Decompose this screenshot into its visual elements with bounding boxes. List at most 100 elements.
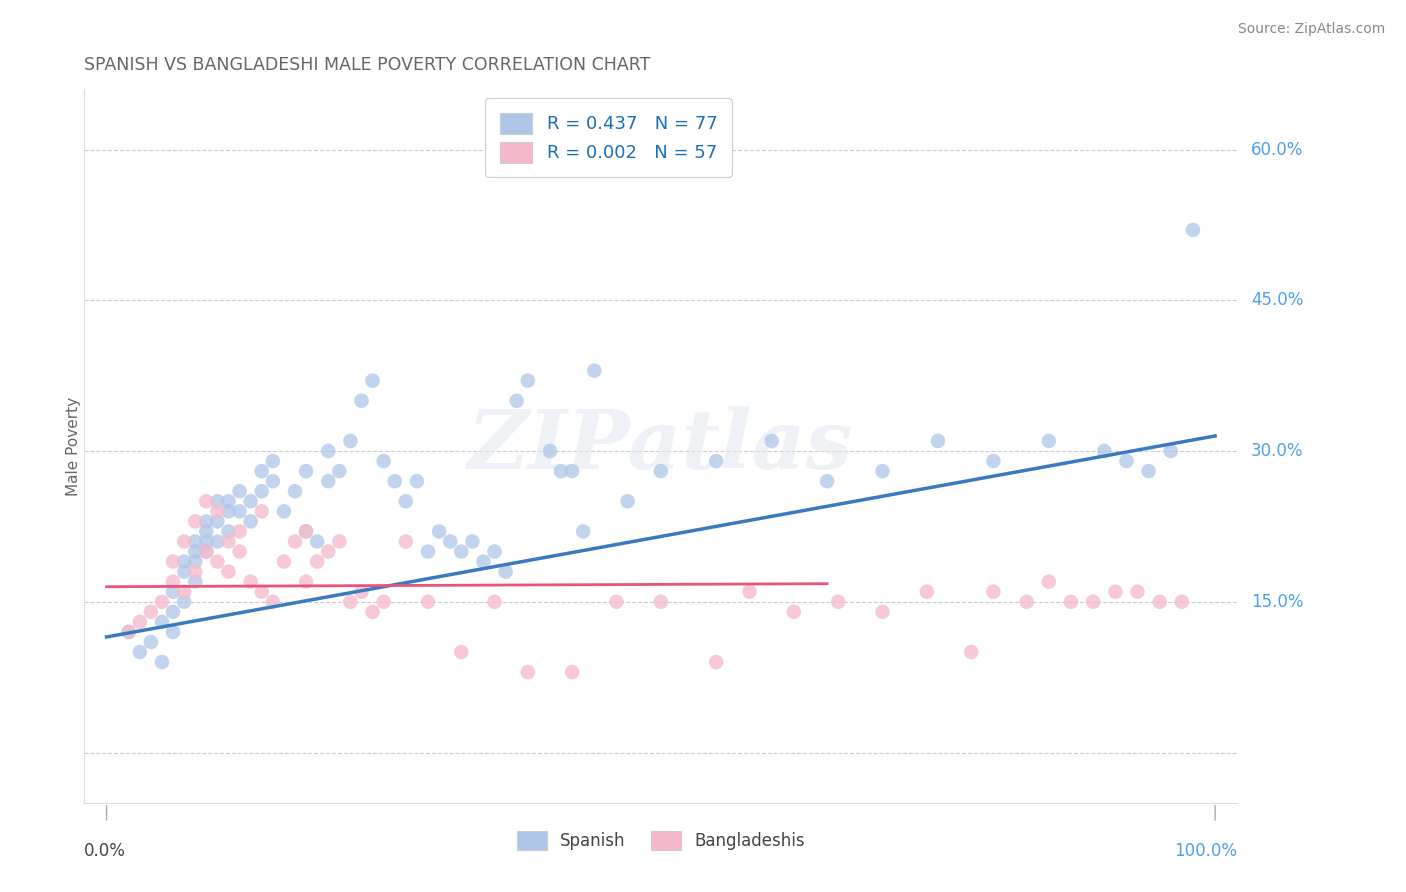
Point [783,605,806,619]
Point [561,464,583,478]
Point [184,515,207,529]
Point [395,494,418,508]
Point [339,595,361,609]
Point [150,595,173,609]
Point [484,544,506,558]
Point [228,504,250,518]
Point [195,515,218,529]
Point [228,544,250,558]
Point [128,615,150,629]
Point [1137,464,1160,478]
Point [704,655,727,669]
Point [983,454,1005,468]
Point [872,464,894,478]
Point [339,434,361,448]
Point [1038,574,1060,589]
Point [316,444,339,458]
Point [373,595,395,609]
Point [218,504,240,518]
Point [195,544,218,558]
Point [139,605,162,619]
Point [162,574,184,589]
Point [262,474,284,488]
Point [1181,223,1204,237]
Point [162,605,184,619]
Point [983,584,1005,599]
Point [328,464,350,478]
Text: 100.0%: 100.0% [1174,842,1237,860]
Point [650,464,672,478]
Point [915,584,938,599]
Point [250,584,273,599]
Point [250,484,273,499]
Point [1104,584,1126,599]
Point [207,534,229,549]
Point [350,393,373,408]
Point [605,595,627,609]
Point [218,494,240,508]
Point [195,524,218,539]
Point [561,665,583,680]
Point [927,434,949,448]
Point [572,524,595,539]
Point [328,534,350,549]
Point [450,544,472,558]
Point [228,524,250,539]
Text: SPANISH VS BANGLADESHI MALE POVERTY CORRELATION CHART: SPANISH VS BANGLADESHI MALE POVERTY CORR… [84,56,651,74]
Point [704,454,727,468]
Text: 30.0%: 30.0% [1251,442,1303,460]
Point [439,534,461,549]
Point [118,624,141,639]
Point [1126,584,1149,599]
Point [195,494,218,508]
Point [384,474,406,488]
Point [361,605,384,619]
Point [472,555,495,569]
Point [616,494,638,508]
Point [162,555,184,569]
Point [239,574,262,589]
Point [316,544,339,558]
Legend: Spanish, Bangladeshis: Spanish, Bangladeshis [509,822,813,859]
Point [295,524,318,539]
Point [273,504,295,518]
Point [250,464,273,478]
Point [218,565,240,579]
Point [139,635,162,649]
Point [207,555,229,569]
Point [1171,595,1194,609]
Point [538,444,561,458]
Point [295,464,318,478]
Point [184,534,207,549]
Point [128,645,150,659]
Point [316,474,339,488]
Point [516,374,538,388]
Point [416,544,439,558]
Point [373,454,395,468]
Point [295,574,318,589]
Point [427,524,450,539]
Text: 45.0%: 45.0% [1251,292,1303,310]
Point [450,645,472,659]
Point [1060,595,1083,609]
Point [150,655,173,669]
Point [1092,444,1115,458]
Point [118,624,141,639]
Point [184,574,207,589]
Point [284,534,307,549]
Point [1115,454,1137,468]
Point [228,484,250,499]
Point [239,494,262,508]
Point [218,534,240,549]
Point [350,584,373,599]
Point [250,504,273,518]
Point [395,534,418,549]
Point [207,504,229,518]
Point [173,534,195,549]
Point [960,645,983,659]
Point [506,393,529,408]
Point [262,595,284,609]
Point [872,605,894,619]
Point [295,524,318,539]
Point [461,534,484,549]
